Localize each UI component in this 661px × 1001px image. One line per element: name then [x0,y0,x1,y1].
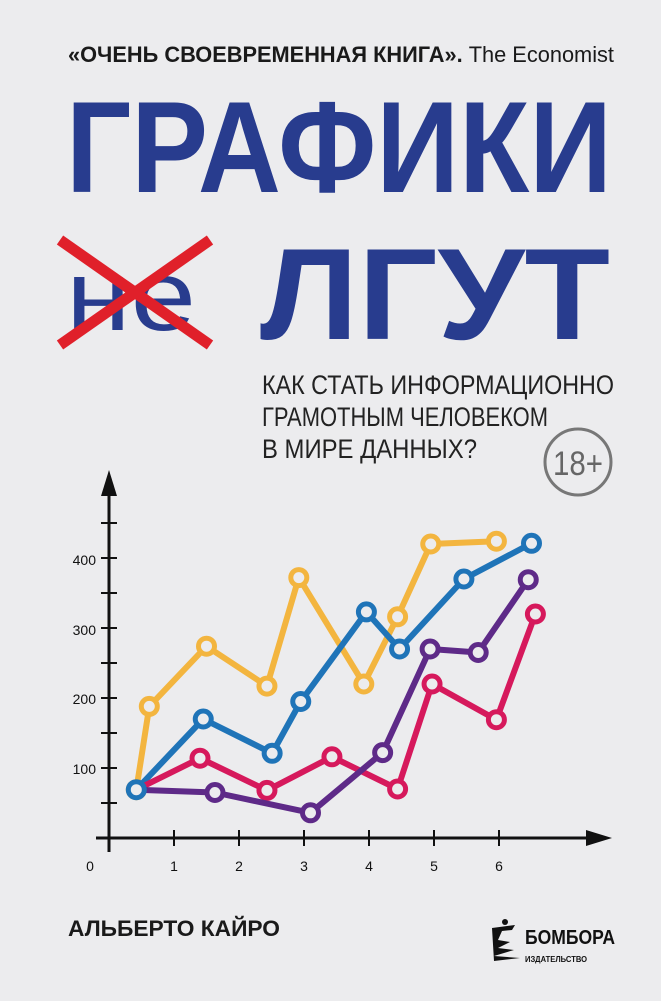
bombora-emblem-icon [492,919,520,961]
data-point [485,530,507,552]
data-point [485,709,507,731]
publisher-name: БОМБОРА [525,927,615,949]
data-point [138,695,160,717]
x-tick-label: 2 [235,858,243,874]
data-point [256,779,278,801]
data-point [300,802,321,824]
x-tick-label: 3 [300,858,308,874]
author-name: АЛЬБЕРТО КАЙРО [68,916,280,941]
tagline: «ОЧЕНЬ СВОЕВРЕМЕННАЯ КНИГА». The Economi… [68,42,614,67]
line-chart: 0 1 2 3 4 5 6 100 200 300 400 [73,470,612,874]
title-line2: ЛГУТ [260,221,610,367]
data-point [419,638,441,660]
series-line [125,530,507,801]
data-point [189,747,211,769]
series-path [133,538,497,791]
x-tick-label: 5 [430,858,438,874]
cross-out-icon [56,235,214,350]
y-tick-label: 100 [73,761,97,777]
data-point [524,603,546,625]
series-line [134,603,546,801]
data-point [453,568,475,590]
subtitle-line: КАК СТАТЬ ИНФОРМАЦИОННО [262,370,614,400]
series-line [134,532,542,792]
data-point [353,673,375,695]
data-point [387,606,409,628]
x-tick-label: 0 [86,858,94,874]
y-tick-label: 300 [73,622,97,638]
publisher-logo: БОМБОРА ИЗДАТЕЛЬСТВО [492,919,615,964]
data-point [125,779,147,801]
data-point [261,742,283,764]
y-tick-label: 200 [73,691,97,707]
subtitle-line: В МИРЕ ДАННЫХ? [262,434,477,464]
series-path [134,612,539,794]
series-line [136,569,539,824]
data-point [467,642,489,663]
y-axis [101,470,117,852]
x-tick-label: 1 [170,858,178,874]
series-path [136,578,531,816]
x-axis [96,830,612,846]
x-tick-label: 4 [365,858,373,874]
age-rating-badge: 18+ [543,427,613,497]
tagline-quote: «ОЧЕНЬ СВОЕВРЕМЕННАЯ КНИГА». [68,42,463,67]
age-rating: 18+ [553,445,603,483]
data-point [387,778,409,800]
data-point [372,742,394,764]
y-tick-label: 400 [73,552,97,568]
data-point [288,567,310,589]
data-point [196,635,217,657]
tagline-source: The Economist [469,42,614,67]
data-point [521,532,542,554]
data-point [204,782,226,803]
data-point [321,746,343,768]
subtitle-line: ГРАМОТНЫМ ЧЕЛОВЕКОМ [262,402,548,432]
data-point [256,675,278,697]
data-point [355,601,377,623]
data-point [517,569,539,591]
data-point [389,638,411,660]
data-point [420,533,442,555]
x-tick-label: 6 [495,858,503,874]
data-point [290,691,312,712]
series-path [134,540,533,792]
data-point [192,708,214,730]
publisher-subtitle: ИЗДАТЕЛЬСТВО [525,955,587,964]
data-point [421,673,443,695]
title-line1: ГРАФИКИ [66,74,612,220]
